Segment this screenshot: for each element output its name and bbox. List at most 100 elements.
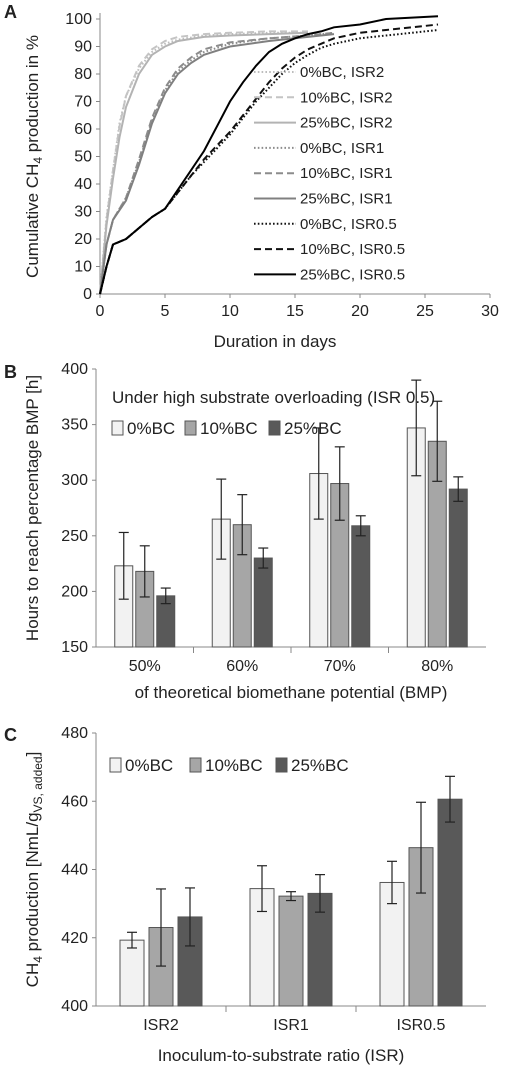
- y-tick-label: 80: [74, 66, 92, 83]
- y-tick-label: 40: [74, 176, 92, 193]
- legend-swatch: [275, 757, 288, 773]
- panel-a-line-chart: A 0 10 20 30 40 50 60 70 80 90 100 0 5 10 15 20 25 30 0%B…: [4, 2, 499, 351]
- series-line: [99, 31, 308, 295]
- y-tick-label: 50: [74, 149, 92, 166]
- legend-label: 0%BC, ISR0.5: [300, 216, 397, 233]
- legend-label: 25%BC, ISR2: [300, 115, 393, 132]
- x-tick-label: 50%: [129, 658, 161, 675]
- y-tick-label: 10: [74, 259, 92, 276]
- x-tick-label: 20: [351, 303, 369, 320]
- y-tick-label: 250: [61, 528, 88, 545]
- x-tick-label: 25: [416, 303, 434, 320]
- panel-b-x-axis-title: of theoretical biomethane potential (BMP…: [135, 683, 448, 702]
- bar: [278, 895, 304, 1007]
- y-tick-label: 60: [74, 121, 92, 138]
- y-tick-label: 150: [61, 639, 88, 656]
- y-title-subscript: 4: [31, 157, 45, 164]
- series-line: [99, 30, 308, 295]
- legend-label: 10%BC: [205, 756, 263, 775]
- legend-swatch: [109, 757, 122, 773]
- panel-b-bars: [114, 379, 468, 648]
- legend-label: 10%BC, ISR0.5: [300, 241, 405, 258]
- legend-label: 25%BC: [284, 419, 342, 438]
- panel-b-label: B: [4, 362, 17, 382]
- y-tick-label: 420: [61, 930, 88, 947]
- panel-b-title: Under high substrate overloading (ISR 0.…: [112, 388, 435, 407]
- legend-label: 25%BC: [291, 756, 349, 775]
- x-tick-label: ISR2: [143, 1017, 179, 1034]
- y-title-subscript: VS, added: [31, 756, 45, 812]
- legend-label: 25%BC, ISR1: [300, 191, 393, 208]
- bar: [437, 798, 463, 1007]
- series-line: [99, 15, 439, 295]
- y-tick-label: 400: [61, 998, 88, 1015]
- y-title-part: ]: [23, 752, 42, 757]
- panel-a-series-lines: [99, 15, 439, 295]
- x-tick-label: 0: [96, 303, 105, 320]
- panel-a-x-axis-title: Duration in days: [214, 332, 337, 351]
- y-tick-label: 100: [65, 11, 92, 28]
- y-tick-label: 440: [61, 862, 88, 879]
- y-tick-label: 480: [61, 725, 88, 742]
- legend-label: 10%BC, ISR2: [300, 89, 393, 106]
- legend-label: 25%BC, ISR0.5: [300, 266, 405, 283]
- y-tick-label: 30: [74, 204, 92, 221]
- bar: [351, 525, 371, 648]
- x-tick-label: 10: [221, 303, 239, 320]
- series-line: [99, 31, 309, 295]
- y-tick-label: 90: [74, 39, 92, 56]
- y-title-part: production in %: [23, 35, 42, 157]
- y-tick-label: 350: [61, 417, 88, 434]
- legend-label: 0%BC: [127, 419, 175, 438]
- series-line: [99, 29, 439, 295]
- y-title-part: production [NmL/g: [23, 812, 42, 956]
- panel-c-bars: [119, 775, 463, 1007]
- panel-c-y-axis-title: CH4 production [NmL/gVS, added]: [23, 752, 45, 988]
- panel-c-legend: 0%BC 10%BC 25%BC: [109, 756, 349, 775]
- x-tick-label: 60%: [226, 658, 258, 675]
- legend-label: 0%BC: [125, 756, 173, 775]
- y-title-part: CH: [23, 963, 42, 988]
- panel-a-label: A: [4, 2, 17, 22]
- panel-a-y-axis-title: Cumulative CH4 production in %: [23, 35, 45, 278]
- x-tick-label: 70%: [324, 658, 356, 675]
- legend-swatch: [184, 420, 197, 436]
- x-tick-label: 5: [161, 303, 170, 320]
- legend-label: 10%BC: [200, 419, 258, 438]
- legend-swatch: [111, 420, 124, 436]
- y-title-subscript: 4: [31, 956, 45, 963]
- x-tick-label: 30: [481, 303, 499, 320]
- y-tick-label: 20: [74, 231, 92, 248]
- legend-swatch: [268, 420, 281, 436]
- panel-b-bar-chart: B 150 200 250 300 350 400 50% 60% 70% 80% 0%BC 10%…: [4, 361, 486, 702]
- legend-label: 10%BC, ISR1: [300, 165, 393, 182]
- series-line: [99, 31, 335, 295]
- legend-label: 0%BC, ISR1: [300, 140, 384, 157]
- x-tick-label: ISR1: [273, 1017, 309, 1034]
- x-tick-label: 15: [286, 303, 304, 320]
- panel-c-label: C: [4, 725, 17, 745]
- panel-c-x-axis-title: Inoculum-to-substrate ratio (ISR): [158, 1046, 405, 1065]
- x-tick-label: 80%: [421, 658, 453, 675]
- panel-a-axes: 0 10 20 30 40 50 60 70 80 90 100 0 5 10 15 20 25 30: [65, 11, 499, 320]
- bar: [448, 488, 468, 648]
- panel-b-legend: 0%BC 10%BC 25%BC: [111, 419, 342, 438]
- bar: [253, 557, 273, 648]
- panel-c-bar-chart: C 400 420 440 460 480 ISR2 ISR1 ISR0.5 0%BC 10%B…: [4, 725, 486, 1065]
- y-tick-label: 400: [61, 361, 88, 378]
- y-tick-label: 0: [83, 286, 92, 303]
- panel-c-axes: 400 420 440 460 480 ISR2 ISR1 ISR0.5: [61, 725, 486, 1034]
- panel-b-y-axis-title: Hours to reach percentage BMP [h]: [23, 375, 42, 641]
- series-line: [99, 33, 335, 295]
- y-tick-label: 200: [61, 583, 88, 600]
- y-tick-label: 70: [74, 94, 92, 111]
- legend-swatch: [189, 757, 202, 773]
- x-tick-label: ISR0.5: [397, 1017, 446, 1034]
- series-line: [99, 31, 335, 295]
- y-title-part: Cumulative CH: [23, 164, 42, 278]
- y-tick-label: 460: [61, 793, 88, 810]
- bar: [119, 939, 145, 1007]
- legend-label: 0%BC, ISR2: [300, 64, 384, 81]
- panel-a-legend: 0%BC, ISR2 10%BC, ISR2 25%BC, ISR2 0%BC, IS…: [254, 64, 405, 283]
